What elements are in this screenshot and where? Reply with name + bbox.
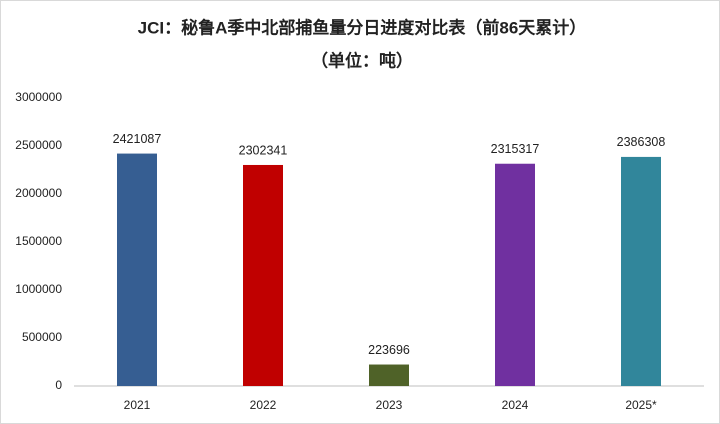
chart-subtitle: （单位：吨）	[311, 50, 413, 70]
y-tick-label: 0	[55, 378, 62, 392]
y-tick-label: 1500000	[15, 234, 62, 248]
bar	[495, 163, 535, 386]
y-tick-label: 3000000	[15, 90, 62, 104]
x-tick-label: 2023	[376, 398, 403, 412]
x-tick-label: 2025*	[625, 398, 657, 412]
x-tick-label: 2022	[250, 398, 277, 412]
value-label: 2302341	[239, 143, 288, 157]
y-tick-label: 2500000	[15, 138, 62, 152]
value-label: 2386308	[617, 135, 666, 149]
y-tick-label: 2000000	[15, 186, 62, 200]
x-tick-label: 2024	[502, 398, 529, 412]
value-label: 223696	[368, 343, 410, 357]
bar	[369, 364, 409, 386]
y-tick-label: 1000000	[15, 282, 62, 296]
x-tick-label: 2021	[124, 398, 151, 412]
value-label: 2315317	[491, 142, 540, 156]
bar	[621, 156, 661, 386]
bar	[117, 153, 157, 386]
chart-title: JCI：秘鲁A季中北部捕鱼量分日进度对比表（前86天累计）	[138, 17, 587, 37]
y-tick-label: 500000	[22, 330, 62, 344]
value-label: 2421087	[113, 132, 162, 146]
bar	[243, 164, 283, 386]
